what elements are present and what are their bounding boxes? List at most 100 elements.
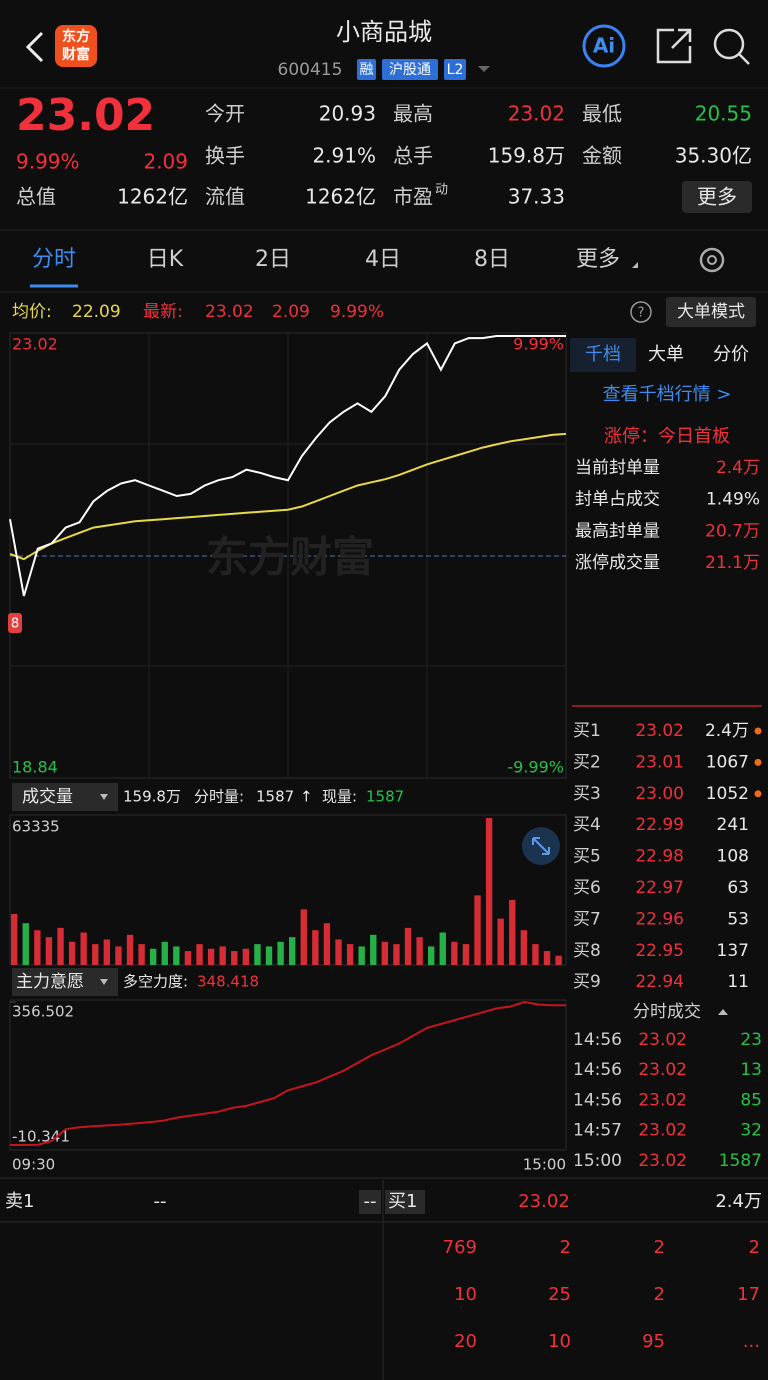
settings-icon[interactable] [699, 247, 725, 273]
stat-label: 总值 [16, 185, 56, 209]
tab[interactable]: 4日 [365, 247, 401, 272]
menu-bg[interactable] [12, 968, 118, 996]
bid-price: 23.02 [635, 721, 684, 741]
bid-label: 买2 [573, 752, 601, 772]
search-icon[interactable] [713, 28, 745, 60]
stat-label: 今开 [205, 102, 245, 126]
stat-label: 最高封单量 [575, 521, 660, 541]
stat-value: 35.30亿 [675, 144, 752, 168]
mode-button-bg[interactable] [666, 297, 756, 327]
menu[interactable]: 主力意愿 [16, 972, 84, 992]
watermark: 东方财富 [206, 533, 374, 582]
sort-arrow [718, 1009, 728, 1015]
volume-bar [439, 932, 446, 965]
tag: L2 [447, 62, 464, 78]
tab[interactable]: 2日 [255, 247, 291, 272]
queue-cell: 10 [454, 1284, 477, 1305]
y2-tick-label: -9.99% [507, 758, 564, 777]
menu-bg[interactable] [12, 783, 118, 811]
volume-bar [242, 948, 250, 965]
queue-cell: 2 [560, 1237, 571, 1258]
tab[interactable]: 8日 [474, 247, 510, 272]
menu[interactable]: 成交量 [22, 787, 73, 807]
ai-button[interactable] [582, 24, 626, 68]
back-button[interactable] [25, 31, 44, 63]
help-icon[interactable] [630, 301, 652, 323]
volume-bar [254, 944, 261, 965]
volume-bar [393, 944, 400, 965]
volume-bar [22, 923, 29, 965]
volume-bar [207, 948, 215, 965]
trade-volume: 1587 [719, 1151, 762, 1171]
queue-cell: 2 [654, 1284, 665, 1305]
logo-text: 财富 [61, 46, 90, 63]
bid-price: 22.96 [635, 909, 684, 929]
limit-up: 涨停：今日首板 [604, 426, 730, 447]
ai-button[interactable]: Ai [593, 34, 615, 58]
share-icon[interactable] [656, 28, 692, 64]
tag: 沪股通 [389, 62, 431, 78]
volume-bar [312, 930, 319, 965]
volume-bar [370, 934, 377, 965]
side-tab[interactable]: 千档 [585, 344, 621, 365]
volume-bar [11, 913, 18, 965]
volume-bar [126, 934, 134, 965]
stat-label: 市盈 [393, 185, 433, 209]
stat-value: 20.93 [319, 102, 376, 126]
trade-time: 14:56 [573, 1090, 622, 1110]
trade-volume: 85 [740, 1090, 762, 1110]
side-tab[interactable]: 大单 [648, 344, 684, 365]
title: 小商品城 [336, 18, 432, 46]
volume-bar [451, 941, 458, 965]
more-button[interactable]: 更多 [697, 185, 737, 209]
dropdown-arrow [478, 66, 490, 72]
latest-label: 最新: [143, 302, 183, 322]
bid-label: 买1 [388, 1191, 417, 1212]
volume-bar [555, 955, 562, 965]
stat-value: 1262亿 [305, 185, 376, 209]
bid-volume: 1052 [706, 784, 749, 804]
chart-frame [9, 999, 567, 1151]
y-tick-label: 23.02 [12, 335, 58, 354]
queue-cell: ... [743, 1331, 760, 1352]
depth-link[interactable]: 查看千档行情 > [603, 384, 732, 405]
trade-volume: 13 [740, 1060, 762, 1080]
trades-title: 分时成交 [633, 1002, 701, 1022]
x-tick-label: 15:00 [523, 1156, 566, 1174]
stat-label: 流值 [205, 185, 245, 209]
bid-price: 22.98 [635, 847, 684, 867]
box [385, 1190, 425, 1214]
side-tab-active [570, 338, 636, 372]
queue-cell: 25 [548, 1284, 571, 1305]
volume-bar [150, 948, 157, 965]
tab[interactable]: 分时 [32, 247, 76, 272]
bid-price: 22.95 [635, 941, 684, 961]
expand-icon [532, 837, 550, 855]
trade-price: 23.02 [638, 1121, 687, 1141]
volume-bar [381, 941, 389, 965]
trade-price: 23.02 [638, 1060, 687, 1080]
force-value: 348.418 [197, 973, 259, 991]
volume-bar [509, 900, 516, 965]
dropdown-arrow [100, 794, 108, 800]
bid-label: 买4 [573, 815, 601, 835]
mode-button[interactable]: 大单模式 [677, 302, 745, 322]
trade-time: 15:00 [573, 1151, 622, 1171]
volume-bar [474, 895, 481, 965]
queue-cell: 2 [654, 1237, 665, 1258]
ask-label: 卖1 [5, 1191, 34, 1212]
side-tab[interactable]: 分价 [713, 344, 749, 365]
tab[interactable]: 日K [147, 247, 184, 272]
volume-bar [300, 909, 307, 965]
more-button-bg[interactable] [682, 181, 752, 213]
bid-price: 23.02 [518, 1191, 570, 1212]
stat-value: 2.91% [312, 144, 376, 168]
bid-label: 买7 [573, 909, 601, 929]
bid-volume: 108 [717, 847, 749, 867]
avg-label: 均价: [12, 302, 52, 322]
volume-bar [68, 941, 76, 965]
trade-time: 14:56 [573, 1030, 622, 1050]
stat-label: 最低 [582, 102, 622, 126]
tab[interactable]: 更多 [576, 247, 620, 272]
